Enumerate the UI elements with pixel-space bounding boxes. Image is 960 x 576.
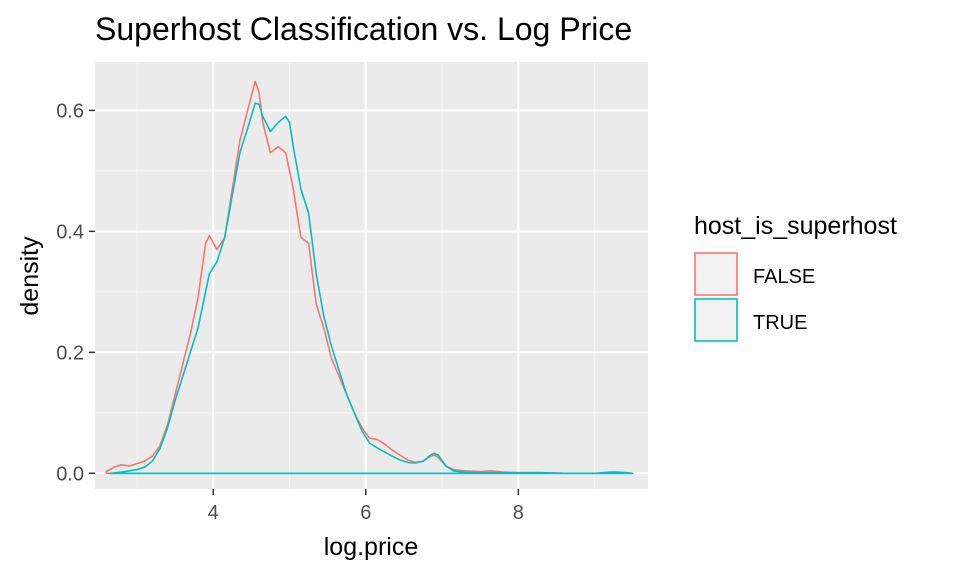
- chart-title: Superhost Classification vs. Log Price: [95, 11, 632, 47]
- legend-entry-false: FALSE: [694, 252, 815, 296]
- y-tick-label: 0.6: [56, 100, 84, 122]
- y-axis: 0.0 0.2 0.4 0.6: [56, 100, 95, 485]
- legend-label-true: TRUE: [753, 312, 807, 334]
- density-line-false: [105, 80, 634, 475]
- plot-panel: [95, 62, 648, 489]
- density-line-true: [109, 102, 634, 475]
- legend: host_is_superhost FALSE TRUE: [694, 212, 897, 342]
- x-axis: 4 6 8: [208, 489, 524, 524]
- series-lines: [105, 80, 634, 475]
- y-tick-label: 0.4: [56, 221, 84, 243]
- x-axis-title: log.price: [324, 533, 419, 561]
- x-tick-label: 4: [208, 502, 219, 524]
- y-axis-title: density: [16, 236, 44, 316]
- legend-label-false: FALSE: [753, 266, 815, 288]
- y-tick-label: 0.0: [56, 463, 84, 485]
- legend-title: host_is_superhost: [694, 212, 897, 240]
- x-tick-label: 6: [360, 502, 371, 524]
- legend-entry-true: TRUE: [694, 298, 807, 342]
- minor-grid: [95, 62, 648, 489]
- legend-key-true: [694, 298, 738, 342]
- x-tick-label: 8: [513, 502, 524, 524]
- legend-key-false: [694, 252, 738, 296]
- y-tick-label: 0.2: [56, 342, 84, 364]
